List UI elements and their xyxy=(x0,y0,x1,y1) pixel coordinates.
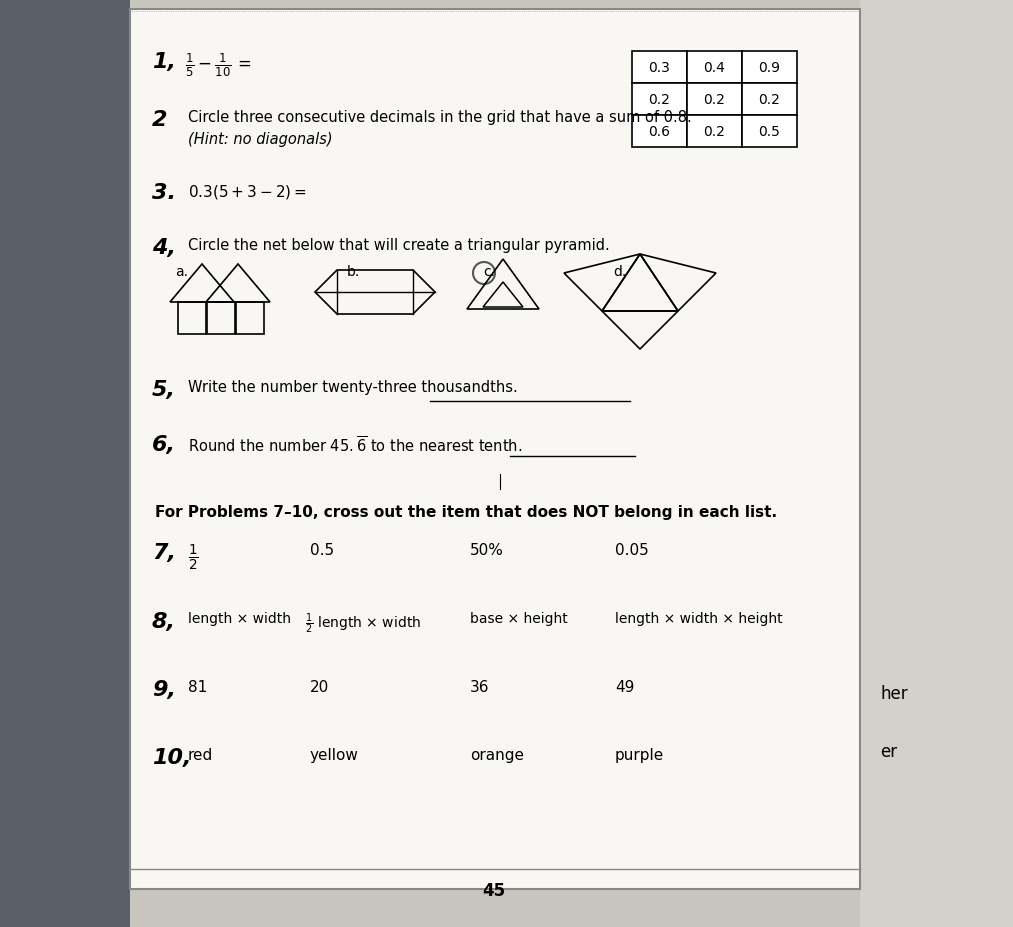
Text: base × height: base × height xyxy=(470,611,567,626)
Bar xyxy=(0,0,130,927)
Text: 50%: 50% xyxy=(470,542,503,557)
Text: 0.5: 0.5 xyxy=(759,125,780,139)
Text: Write the number twenty-three thousandths.: Write the number twenty-three thousandth… xyxy=(188,379,518,395)
Bar xyxy=(632,52,687,84)
Bar xyxy=(632,116,687,147)
Text: 3.: 3. xyxy=(152,183,176,203)
Text: $\frac{1}{2}$: $\frac{1}{2}$ xyxy=(188,542,199,573)
Text: 1,: 1, xyxy=(152,52,176,72)
Bar xyxy=(207,303,235,335)
Text: 5,: 5, xyxy=(152,379,176,400)
Text: her: her xyxy=(880,684,908,703)
Text: 2: 2 xyxy=(152,110,167,130)
Bar xyxy=(130,10,860,889)
Text: $\frac{1}{5} - \frac{1}{10}$ =: $\frac{1}{5} - \frac{1}{10}$ = xyxy=(185,52,251,80)
Bar xyxy=(860,0,1013,927)
Text: b.: b. xyxy=(347,265,361,279)
Bar xyxy=(632,84,687,116)
Text: 9,: 9, xyxy=(152,679,176,699)
Text: length × width × height: length × width × height xyxy=(615,611,783,626)
Text: a.: a. xyxy=(175,265,188,279)
Text: 0.2: 0.2 xyxy=(704,93,725,107)
Text: (Hint: no diagonals): (Hint: no diagonals) xyxy=(188,132,332,146)
Text: $0.3(5 + 3 - 2) =$: $0.3(5 + 3 - 2) =$ xyxy=(188,183,307,201)
Text: 0.05: 0.05 xyxy=(615,542,648,557)
Text: yellow: yellow xyxy=(310,747,359,762)
Text: 4,: 4, xyxy=(152,237,176,258)
Text: 0.2: 0.2 xyxy=(759,93,780,107)
Text: 49: 49 xyxy=(615,679,634,694)
Text: 81: 81 xyxy=(188,679,208,694)
Text: 6,: 6, xyxy=(152,435,176,454)
Text: 0.6: 0.6 xyxy=(648,125,671,139)
Text: For Problems 7–10, cross out the item that does NOT belong in each list.: For Problems 7–10, cross out the item th… xyxy=(155,504,777,519)
Text: $\frac{1}{2}$ length $\times$ width: $\frac{1}{2}$ length $\times$ width xyxy=(305,611,421,636)
Bar xyxy=(687,116,742,147)
Bar xyxy=(687,84,742,116)
Text: orange: orange xyxy=(470,747,524,762)
Text: Round the number $45.\overline{6}$ to the nearest tenth.: Round the number $45.\overline{6}$ to th… xyxy=(188,435,523,455)
Text: 36: 36 xyxy=(470,679,489,694)
Text: er: er xyxy=(880,743,898,760)
Text: 0.4: 0.4 xyxy=(704,61,725,75)
Text: 0.2: 0.2 xyxy=(704,125,725,139)
Text: red: red xyxy=(188,747,214,762)
Text: 0.9: 0.9 xyxy=(759,61,780,75)
Text: 7,: 7, xyxy=(152,542,176,563)
Text: 45: 45 xyxy=(482,881,505,899)
Text: d.: d. xyxy=(613,265,626,279)
Text: 20: 20 xyxy=(310,679,329,694)
Text: c.: c. xyxy=(483,265,495,279)
Bar xyxy=(687,52,742,84)
Text: Circle the net below that will create a triangular pyramid.: Circle the net below that will create a … xyxy=(188,237,610,253)
Text: 0.2: 0.2 xyxy=(648,93,671,107)
Text: 0.5: 0.5 xyxy=(310,542,334,557)
Text: Circle three consecutive decimals in the grid that have a sum of 0.8.: Circle three consecutive decimals in the… xyxy=(188,110,692,125)
Text: purple: purple xyxy=(615,747,665,762)
Text: 10,: 10, xyxy=(152,747,191,768)
Bar xyxy=(178,303,206,335)
Bar xyxy=(742,84,797,116)
Text: 8,: 8, xyxy=(152,611,176,631)
Text: 0.3: 0.3 xyxy=(648,61,671,75)
Bar xyxy=(742,116,797,147)
Text: length × width: length × width xyxy=(188,611,291,626)
Bar xyxy=(742,52,797,84)
Bar xyxy=(236,303,264,335)
